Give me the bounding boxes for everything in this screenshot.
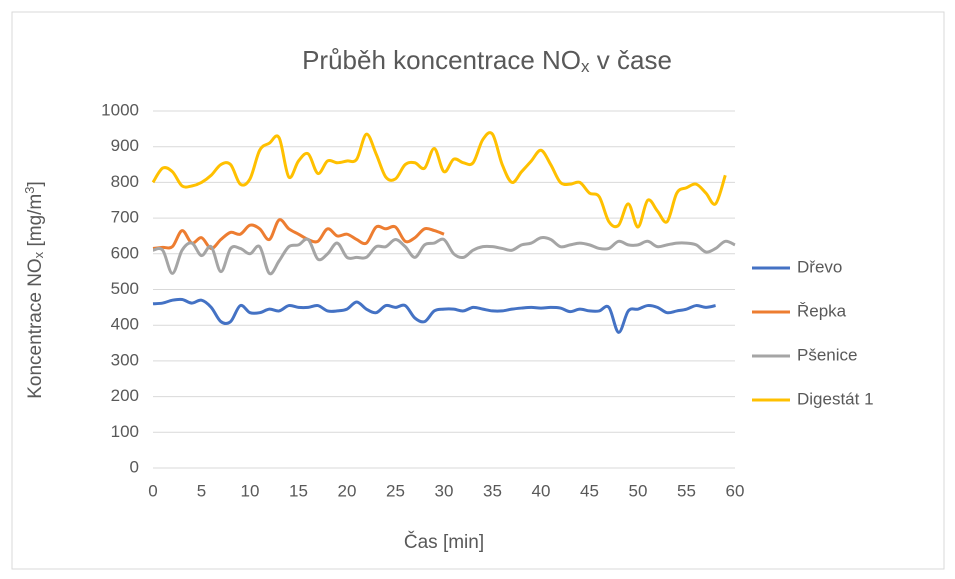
x-tick-label: 35 (483, 481, 502, 500)
legend-label: Dřevo (797, 257, 842, 276)
y-tick-label: 300 (111, 350, 139, 369)
x-tick-label: 55 (677, 481, 696, 500)
ylabel-sup: 3 (22, 187, 37, 194)
ylabel-part: [mg/m (25, 194, 46, 252)
legend-label: Digestát 1 (797, 389, 874, 408)
legend-label: Pšenice (797, 345, 857, 364)
x-tick-label: 10 (241, 481, 260, 500)
x-tick-label: 20 (338, 481, 357, 500)
series-line (152, 236, 736, 276)
x-tick-label: 0 (148, 481, 157, 500)
y-tick-label: 100 (111, 422, 139, 441)
series-line (152, 218, 445, 250)
x-axis-label: Čas [min] (404, 531, 484, 553)
legend-label: Řepka (797, 301, 847, 320)
title-part: v čase (590, 45, 672, 75)
series-line (152, 297, 716, 334)
ylabel-part: ] (25, 181, 46, 186)
x-tick-label: 5 (197, 481, 206, 500)
x-tick-label: 40 (532, 481, 551, 500)
title-sub: x (581, 57, 590, 76)
x-tick-label: 50 (629, 481, 648, 500)
chart-title: Průběh koncentrace NOx v čase (302, 45, 672, 76)
x-tick-label: 30 (435, 481, 454, 500)
y-tick-label: 200 (111, 386, 139, 405)
ylabel-part: Koncentrace NO (25, 258, 46, 398)
x-tick-label: 60 (726, 481, 745, 500)
y-tick-label: 0 (130, 457, 139, 476)
x-tick-label: 25 (386, 481, 405, 500)
y-tick-label: 900 (111, 136, 139, 155)
x-tick-label: 45 (580, 481, 599, 500)
series-line (151, 131, 727, 229)
y-tick-label: 800 (111, 172, 139, 191)
y-axis-label: Koncentrace NOx [mg/m3] (22, 181, 46, 399)
y-tick-label: 500 (111, 279, 139, 298)
y-tick-label: 1000 (101, 100, 139, 119)
chart-frame (11, 11, 945, 570)
ylabel-sub: x (31, 251, 46, 258)
y-tick-label: 400 (111, 315, 139, 334)
y-tick-label: 600 (111, 243, 139, 262)
x-tick-label: 15 (289, 481, 308, 500)
y-tick-label: 700 (111, 208, 139, 227)
title-part: Průběh koncentrace NO (302, 45, 581, 75)
